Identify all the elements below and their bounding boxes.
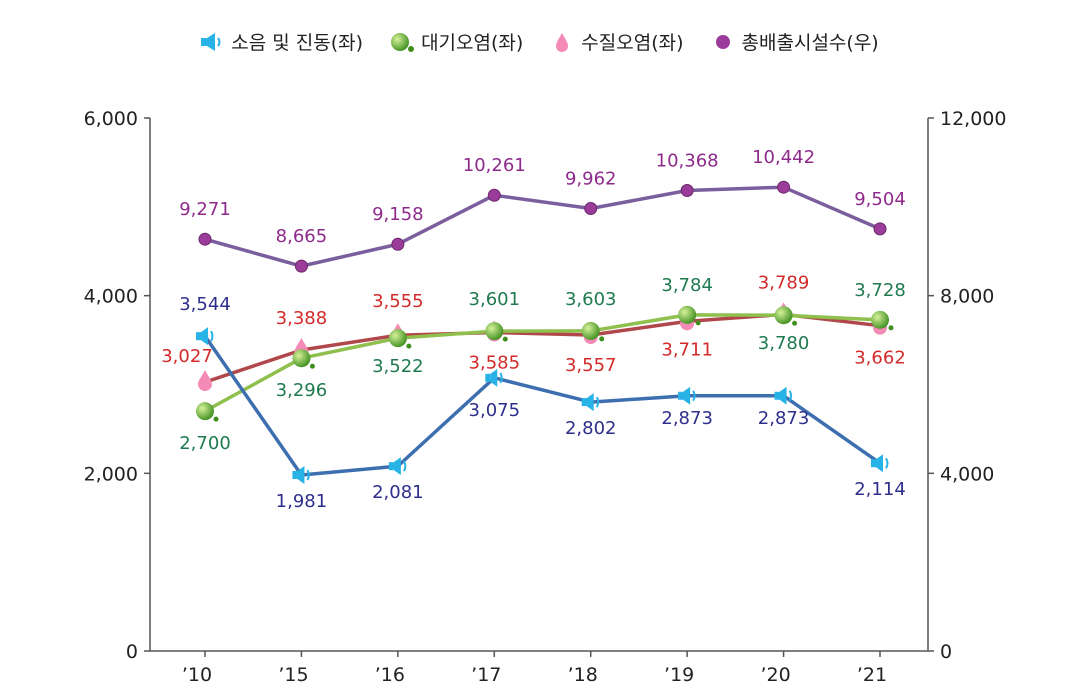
marker-facilities (487, 188, 501, 202)
data-label-noise: 2,802 (565, 418, 617, 439)
x-tick-label: ’10 (182, 664, 212, 686)
data-label-air: 3,784 (661, 275, 713, 296)
marker-air (678, 305, 701, 326)
data-label-water: 3,711 (661, 339, 713, 360)
marker-noise (678, 386, 696, 405)
y-right-tick-label: 12,000 (940, 108, 1006, 130)
y-left-tick-label: 2,000 (84, 463, 138, 485)
legend-label-noise: 소음 및 진동(좌) (231, 32, 364, 54)
y-left-tick-label: 0 (126, 641, 138, 663)
purple-dot-icon (715, 34, 730, 49)
data-label-water: 3,555 (372, 291, 424, 312)
marker-noise (871, 454, 889, 473)
legend-label-facilities: 총배출시설수(우) (741, 32, 879, 54)
water-drop-icon (556, 32, 569, 52)
y-left-tick-label: 4,000 (84, 286, 138, 308)
data-label-facilities: 10,442 (752, 147, 815, 168)
data-label-noise: 2,873 (661, 408, 713, 429)
legend-item-facilities: 총배출시설수(우) (710, 28, 879, 55)
marker-air (388, 329, 412, 349)
x-tick-label: ’19 (664, 664, 694, 686)
y-right-tick-label: 4,000 (940, 463, 994, 485)
x-tick-label: ’21 (857, 664, 887, 686)
data-label-noise: 2,114 (854, 479, 906, 500)
y-right-tick-label: 8,000 (940, 286, 994, 308)
data-label-water: 3,557 (565, 355, 617, 376)
data-label-air: 3,603 (565, 289, 617, 310)
marker-water (198, 370, 212, 392)
legend-item-water: 수질오염(좌) (549, 28, 684, 55)
data-label-noise: 3,544 (179, 294, 231, 315)
data-label-air: 3,296 (276, 380, 328, 401)
x-tick-label: ’16 (375, 664, 405, 686)
series-lines (203, 185, 882, 477)
data-label-water: 3,388 (276, 308, 328, 329)
data-label-facilities: 9,962 (565, 169, 617, 190)
marker-air (196, 402, 219, 422)
data-label-noise: 2,873 (758, 408, 810, 429)
axes: 0 2,000 4,000 6,000 0 4,000 8,000 12,000 ’10 ’15 ’… (84, 108, 1007, 686)
marker-facilities (680, 183, 694, 197)
series-line-noise (203, 335, 882, 477)
x-tick-label: ’17 (471, 664, 501, 686)
x-tick-label: ’18 (568, 664, 598, 686)
legend-label-air: 대기오염(좌) (421, 32, 524, 54)
legend-item-noise: 소음 및 진동(좌) (199, 28, 363, 55)
marker-noise (292, 466, 310, 485)
data-label-facilities: 9,271 (179, 199, 231, 220)
data-label-facilities: 10,368 (656, 150, 719, 171)
data-label-water: 3,662 (854, 348, 906, 369)
data-label-air: 3,780 (758, 333, 810, 354)
data-label-noise: 1,981 (276, 491, 328, 512)
data-label-facilities: 10,261 (463, 155, 526, 176)
data-label-facilities: 8,665 (276, 226, 328, 247)
data-label-air: 3,728 (854, 280, 906, 301)
marker-air (292, 349, 315, 369)
x-tick-label: ’20 (760, 664, 790, 686)
data-label-water: 3,027 (161, 346, 213, 367)
marker-air (774, 306, 798, 326)
data-label-air: 2,700 (179, 433, 231, 454)
data-label-noise: 3,075 (469, 400, 521, 421)
marker-facilities (294, 259, 308, 273)
legend-label-water: 수질오염(좌) (581, 32, 684, 54)
marker-noise (581, 393, 600, 412)
green-ball-icon (391, 32, 415, 52)
data-label-water: 3,585 (469, 353, 521, 374)
data-label-air: 3,601 (469, 289, 521, 310)
y-right-tick-label: 0 (940, 641, 952, 663)
marker-air (871, 310, 894, 331)
data-label-water: 3,789 (758, 272, 810, 293)
marker-facilities (198, 232, 212, 246)
series-line-air (204, 313, 881, 413)
marker-facilities (777, 180, 791, 194)
marker-facilities (584, 202, 598, 216)
legend-item-air: 대기오염(좌) (389, 28, 523, 55)
marker-air (581, 321, 605, 342)
marker-noise (388, 457, 407, 476)
data-label-noise: 2,081 (372, 482, 424, 503)
marker-facilities (873, 222, 887, 236)
marker-noise (485, 368, 503, 387)
data-label-facilities: 9,158 (372, 204, 424, 225)
series-markers (196, 180, 894, 485)
chart-legend: 소음 및 진동(좌) 대기오염(좌) 수질오염(좌) 총배출시설수(우) (0, 28, 1078, 55)
marker-noise (774, 386, 793, 405)
series-line-facilities (204, 185, 881, 268)
marker-noise (196, 327, 214, 346)
x-tick-label: ’15 (278, 664, 308, 686)
data-labels: 9,271 8,665 9,158 10,261 9,962 10,368 10,442 9,… (161, 147, 906, 512)
data-label-facilities: 9,504 (854, 189, 906, 210)
data-label-air: 3,522 (372, 356, 424, 377)
marker-facilities (391, 237, 405, 251)
y-left-tick-label: 6,000 (84, 108, 138, 130)
marker-air (485, 322, 508, 342)
speaker-icon (201, 32, 221, 51)
